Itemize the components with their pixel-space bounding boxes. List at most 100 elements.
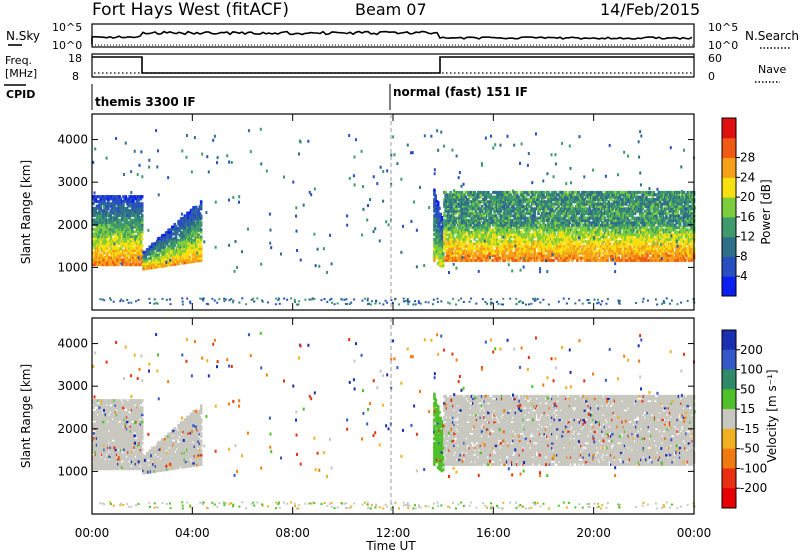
power-cell: [444, 221, 448, 225]
power-cell: [94, 242, 98, 246]
power-cell: [140, 218, 144, 222]
power-cell: [194, 229, 198, 233]
power-cell: [461, 202, 465, 206]
power-cell: [140, 244, 144, 248]
power-cell: [133, 253, 136, 257]
power-cell: [498, 247, 501, 251]
cpid-row: CPID themis 3300 IF normal (fast) 151 IF: [4, 84, 528, 110]
power-cell: [117, 263, 120, 267]
power-cell: [542, 190, 545, 194]
power-cell: [189, 236, 193, 240]
power-cell: [113, 204, 116, 208]
power-cell: [152, 249, 155, 253]
power-cell: [123, 256, 126, 260]
power-cell: [444, 207, 448, 211]
power-cell: [540, 223, 544, 227]
power-cell: [482, 240, 485, 244]
power-cell: [487, 193, 490, 197]
power-cell: [115, 206, 119, 210]
power-cell: [184, 247, 188, 251]
power-cell: [199, 251, 203, 255]
power-cell: [123, 251, 126, 255]
power-cell: [458, 193, 461, 197]
power-cell: [446, 240, 450, 244]
power-cell: [488, 242, 491, 246]
power-cell: [474, 209, 478, 213]
power-cell: [454, 240, 458, 244]
power-cell: [199, 202, 203, 206]
power-cell: [95, 251, 99, 255]
power-cell: [134, 197, 138, 201]
power-cell: [114, 244, 118, 248]
power-cell: [456, 204, 460, 208]
power-cell: [456, 258, 460, 262]
power-cell: [140, 206, 144, 210]
power-cell: [630, 247, 633, 251]
power-cell: [510, 202, 514, 206]
power-cell: [100, 225, 104, 229]
power-cell: [509, 249, 513, 253]
power-cell: [520, 230, 524, 234]
power-cell: [543, 204, 547, 208]
power-cell: [196, 231, 199, 235]
power-cell: [489, 216, 493, 220]
power-cell: [498, 190, 501, 194]
power-cell: [512, 258, 515, 262]
power-cell: [492, 254, 495, 258]
power-cell: [490, 247, 494, 251]
power-cell: [512, 228, 515, 232]
power-cell: [477, 216, 480, 220]
power-cell: [515, 235, 519, 239]
power-cell: [546, 258, 549, 262]
power-cell: [145, 264, 149, 268]
power-cell: [498, 219, 501, 223]
power-cell: [477, 258, 480, 262]
power-cell: [105, 237, 109, 241]
power-cell: [115, 237, 119, 241]
power-cell: [498, 193, 501, 197]
power-cell: [497, 254, 500, 258]
power-cell: [474, 228, 478, 232]
power-cell: [172, 225, 175, 229]
power-cell: [160, 245, 164, 249]
power-cell: [475, 197, 479, 201]
power-cell: [139, 246, 143, 250]
power-cell: [162, 252, 165, 256]
power-cell: [139, 211, 143, 215]
power-cell: [102, 258, 105, 262]
power-cell: [192, 257, 195, 261]
power-cell: [530, 207, 534, 211]
power-cell: [519, 195, 523, 199]
power-cell: [528, 240, 532, 244]
power-cell: [503, 223, 506, 227]
power-cell: [435, 256, 439, 260]
power-cell: [544, 233, 548, 237]
power-cell: [199, 230, 203, 234]
power-cell: [513, 219, 516, 223]
power-cell: [95, 230, 99, 234]
power-cell: [187, 241, 190, 245]
power-cell: [538, 209, 542, 213]
power-cell: [125, 218, 129, 222]
power-cell: [538, 221, 542, 225]
power-cell: [504, 219, 508, 223]
power-cell: [127, 225, 130, 229]
nave-tick-low: 0: [708, 70, 715, 83]
power-cell: [196, 226, 199, 230]
power-cell: [434, 194, 437, 198]
power-cell: [498, 240, 501, 244]
power-cell: [492, 221, 495, 225]
power-cell: [474, 251, 478, 255]
power-cell: [497, 242, 500, 246]
power-cell: [519, 190, 523, 194]
power-cell: [171, 227, 174, 231]
power-cell: [171, 237, 174, 241]
power-cell: [464, 216, 468, 220]
power-cell: [107, 206, 110, 210]
power-cell: [199, 216, 203, 220]
power-cell: [94, 260, 98, 264]
freq-panel: Freq. [MHz] 18 8 60 0 Nave: [5, 52, 786, 83]
power-cell: [140, 195, 144, 199]
power-cell: [117, 253, 120, 257]
power-cell: [187, 258, 190, 262]
